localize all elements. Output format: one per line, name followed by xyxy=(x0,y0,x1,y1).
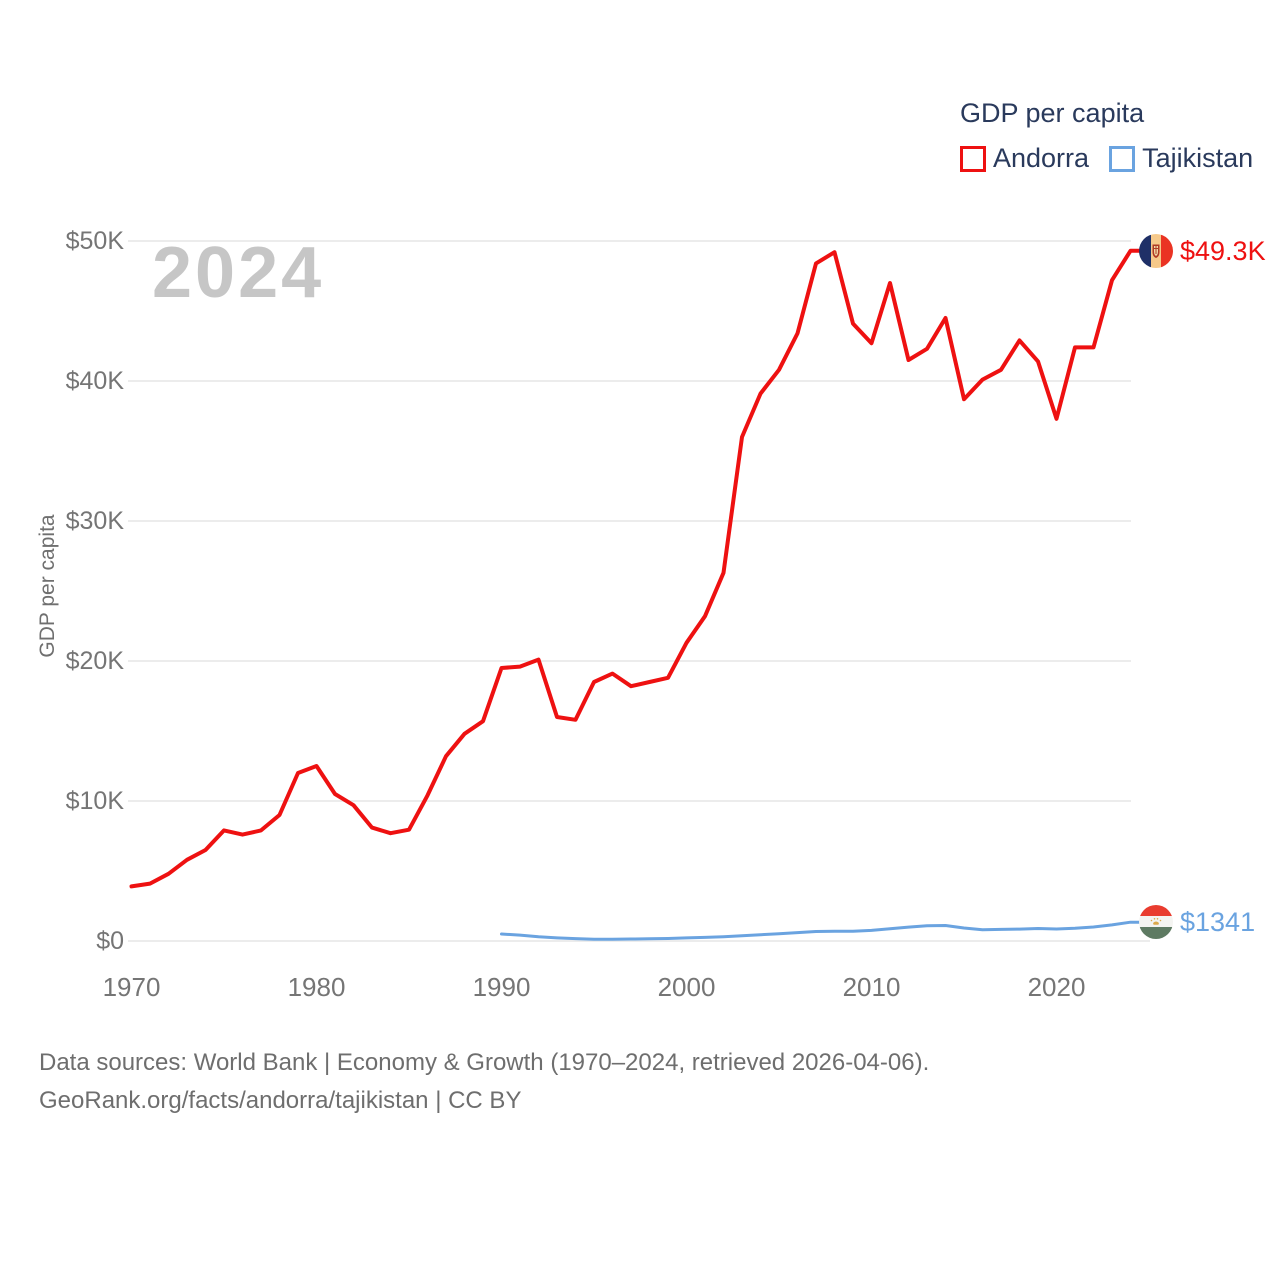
footer: Data sources: World Bank | Economy & Gro… xyxy=(39,1044,929,1120)
legend-label-tajikistan: Tajikistan xyxy=(1142,143,1254,173)
legend-title: GDP per capita xyxy=(960,98,1145,128)
footer-attribution-line: GeoRank.org/facts/andorra/tajikistan | C… xyxy=(39,1087,522,1114)
tajikistan-end-label: $1341 xyxy=(1139,905,1255,939)
andorra-swatch-icon xyxy=(960,145,986,172)
y-tick-label: $40K xyxy=(65,367,124,395)
andorra-line xyxy=(129,248,1144,889)
y-tick-label: $0 xyxy=(96,927,124,955)
x-tick-label: 2000 xyxy=(657,972,716,1002)
andorra-end-label: $49.3K xyxy=(1139,234,1266,268)
y-tick-label: $30K xyxy=(65,507,124,535)
x-tick-label: 1980 xyxy=(287,972,346,1002)
x-tick-label: 1990 xyxy=(472,972,531,1002)
tajikistan-line xyxy=(500,920,1144,941)
y-tick-label: $20K xyxy=(65,647,124,675)
year-watermark: 2024 xyxy=(152,233,325,313)
legend-item-andorra[interactable]: Andorra xyxy=(960,143,1089,174)
x-tick-label: 2010 xyxy=(842,972,901,1002)
x-tick-label: 2020 xyxy=(1027,972,1086,1002)
legend-item-tajikistan[interactable]: Tajikistan xyxy=(1109,143,1253,174)
legend: GDP per capita Andorra Tajikistan xyxy=(960,98,1253,174)
andorra-flag-icon xyxy=(1139,234,1173,268)
legend-label-andorra: Andorra xyxy=(993,143,1090,173)
tajikistan-flag-icon xyxy=(1139,905,1173,939)
tajikistan-end-value: $1341 xyxy=(1180,906,1256,937)
footer-sources-line: Data sources: World Bank | Economy & Gro… xyxy=(39,1049,930,1076)
y-tick-label: $50K xyxy=(65,227,124,255)
x-tick-label: 1970 xyxy=(102,972,161,1002)
tajikistan-swatch-icon xyxy=(1109,145,1136,172)
andorra-end-value: $49.3K xyxy=(1180,235,1266,266)
y-tick-label: $10K xyxy=(65,787,124,815)
